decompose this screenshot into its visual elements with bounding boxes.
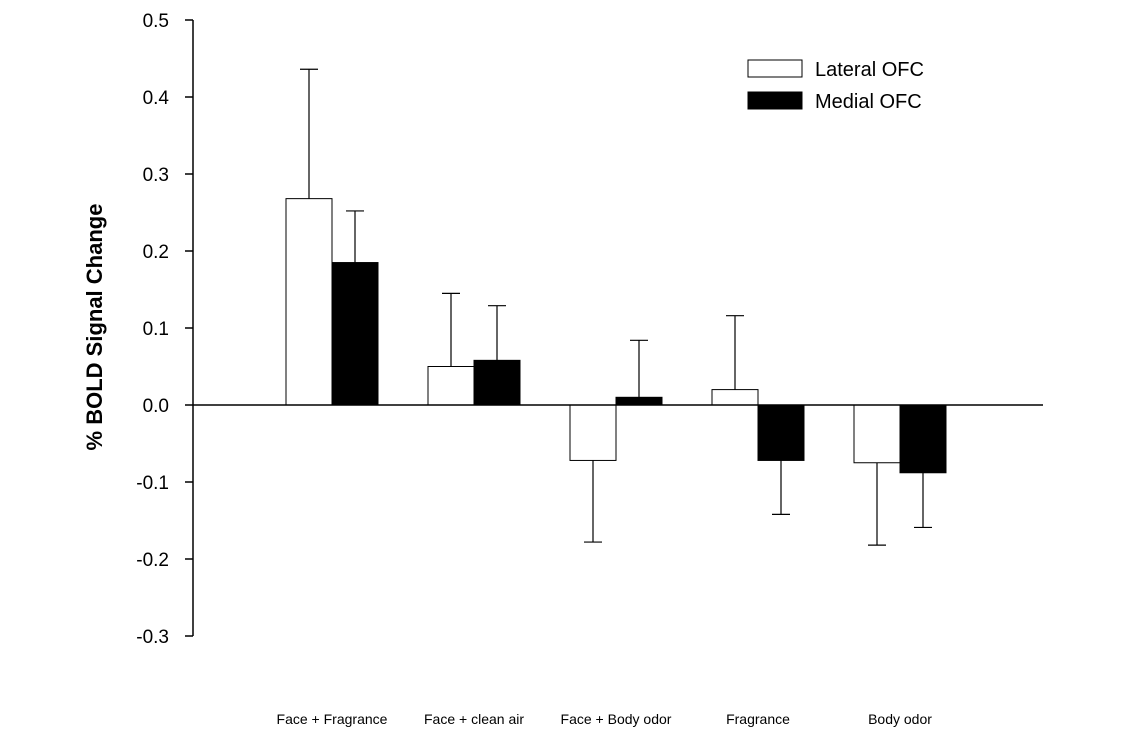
- bar-medial-ofc: [473, 359, 521, 406]
- y-tick-label: 0.1: [143, 319, 169, 340]
- bar-lateral-ofc: [853, 404, 901, 464]
- bar-medial-ofc: [757, 404, 805, 461]
- y-axis-title: % BOLD Signal Change: [82, 204, 107, 451]
- category-label: Body odor: [868, 711, 932, 727]
- bars: [285, 198, 947, 474]
- bar-lateral-ofc: [427, 366, 475, 406]
- bar-medial-ofc: [615, 396, 663, 406]
- bar-lateral-ofc: [711, 389, 759, 406]
- y-tick-label: 0.4: [143, 88, 170, 109]
- y-tick-label: -0.1: [136, 473, 169, 494]
- category-label: Face + Fragrance: [277, 711, 388, 727]
- y-tick-label: -0.2: [136, 550, 169, 571]
- legend-label-lateral-ofc: Lateral OFC: [815, 59, 924, 81]
- category-label: Face + Body odor: [561, 711, 672, 727]
- y-tick-label: 0.0: [143, 396, 169, 417]
- category-labels: Face + Fragrance Face + clean air Face + B…: [277, 711, 933, 727]
- legend-swatch-lateral-ofc: [747, 59, 803, 78]
- legend: Lateral OFC Medial OFC: [747, 59, 924, 113]
- bar-medial-ofc: [331, 262, 379, 406]
- bar-lateral-ofc: [285, 198, 333, 406]
- bar-lateral-ofc: [569, 404, 617, 461]
- y-tick-label: 0.3: [143, 165, 169, 186]
- y-tick-label: -0.3: [136, 627, 169, 648]
- y-tick-label: 0.2: [143, 242, 169, 263]
- category-label: Fragrance: [726, 711, 790, 727]
- error-bars: [300, 68, 932, 546]
- category-label: Face + clean air: [424, 711, 524, 727]
- legend-swatch-medial-ofc: [747, 91, 803, 110]
- bar-medial-ofc: [899, 404, 947, 474]
- legend-label-medial-ofc: Medial OFC: [815, 91, 922, 113]
- y-axis: 0.5 0.4 0.3 0.2 0.1 0.0 -0.1 -0.2 -0.3: [136, 11, 194, 648]
- y-tick-label: 0.5: [143, 11, 169, 32]
